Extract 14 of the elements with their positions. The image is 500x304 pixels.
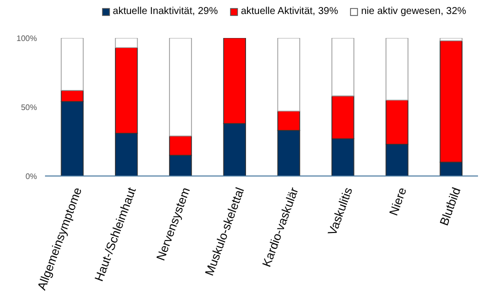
- bar: [331, 38, 354, 96]
- bar: [60, 38, 84, 91]
- x-tick-label: Niere: [386, 185, 410, 218]
- legend-label: aktuelle Inaktivität, 29%: [112, 6, 218, 17]
- text: nie aktiv gewesen, 32%: [361, 6, 466, 17]
- bar: [277, 38, 300, 112]
- bar: [114, 38, 138, 48]
- y-tick-label: 100%: [16, 34, 37, 43]
- y-tick-label: 0%: [25, 172, 37, 181]
- legend-label: aktuelle Aktivität, 39%: [240, 6, 338, 17]
- bar: [440, 38, 463, 42]
- bar: [386, 38, 408, 100]
- bar: [169, 38, 192, 136]
- y-tick-label: 50%: [20, 102, 37, 112]
